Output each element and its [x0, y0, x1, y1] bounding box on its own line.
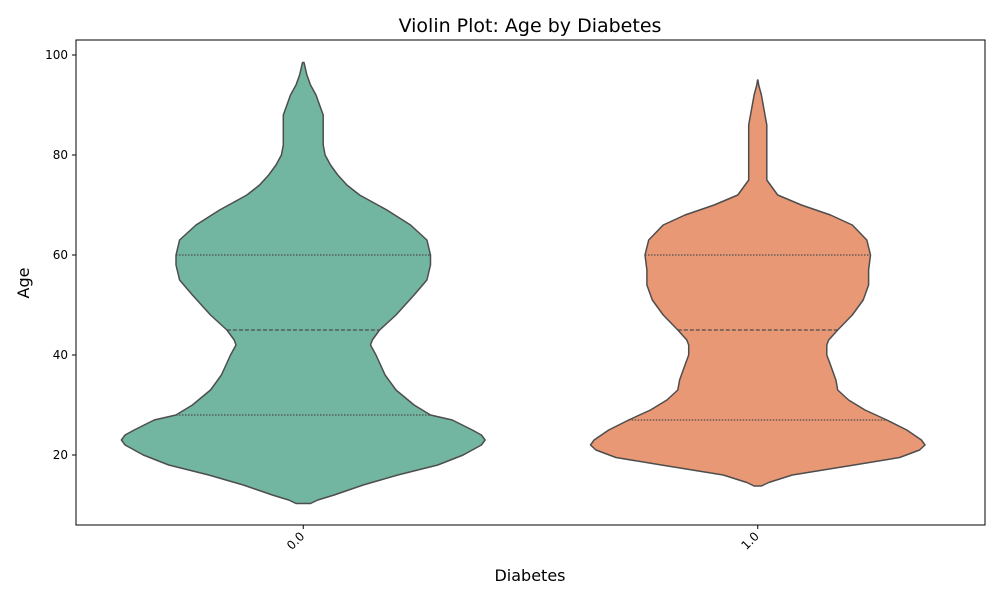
y-axis: 20 40 60 80 100	[45, 48, 76, 462]
x-axis-title: Diabetes	[494, 566, 565, 585]
y-axis-title: Age	[14, 268, 33, 299]
chart-title: Violin Plot: Age by Diabetes	[399, 15, 662, 37]
violin-body	[120, 61, 486, 505]
y-tick-label: 80	[53, 148, 68, 162]
y-tick-label: 40	[53, 348, 68, 362]
violins-layer	[120, 61, 926, 505]
x-tick-label: 1.0	[738, 529, 761, 552]
y-tick-label: 20	[53, 448, 68, 462]
plot-frame	[75, 39, 986, 526]
x-axis: 0.0 1.0	[284, 525, 762, 553]
x-tick-label: 0.0	[284, 529, 307, 552]
violin-body	[589, 79, 926, 487]
y-tick-label: 60	[53, 248, 68, 262]
y-tick-label: 100	[45, 48, 68, 62]
